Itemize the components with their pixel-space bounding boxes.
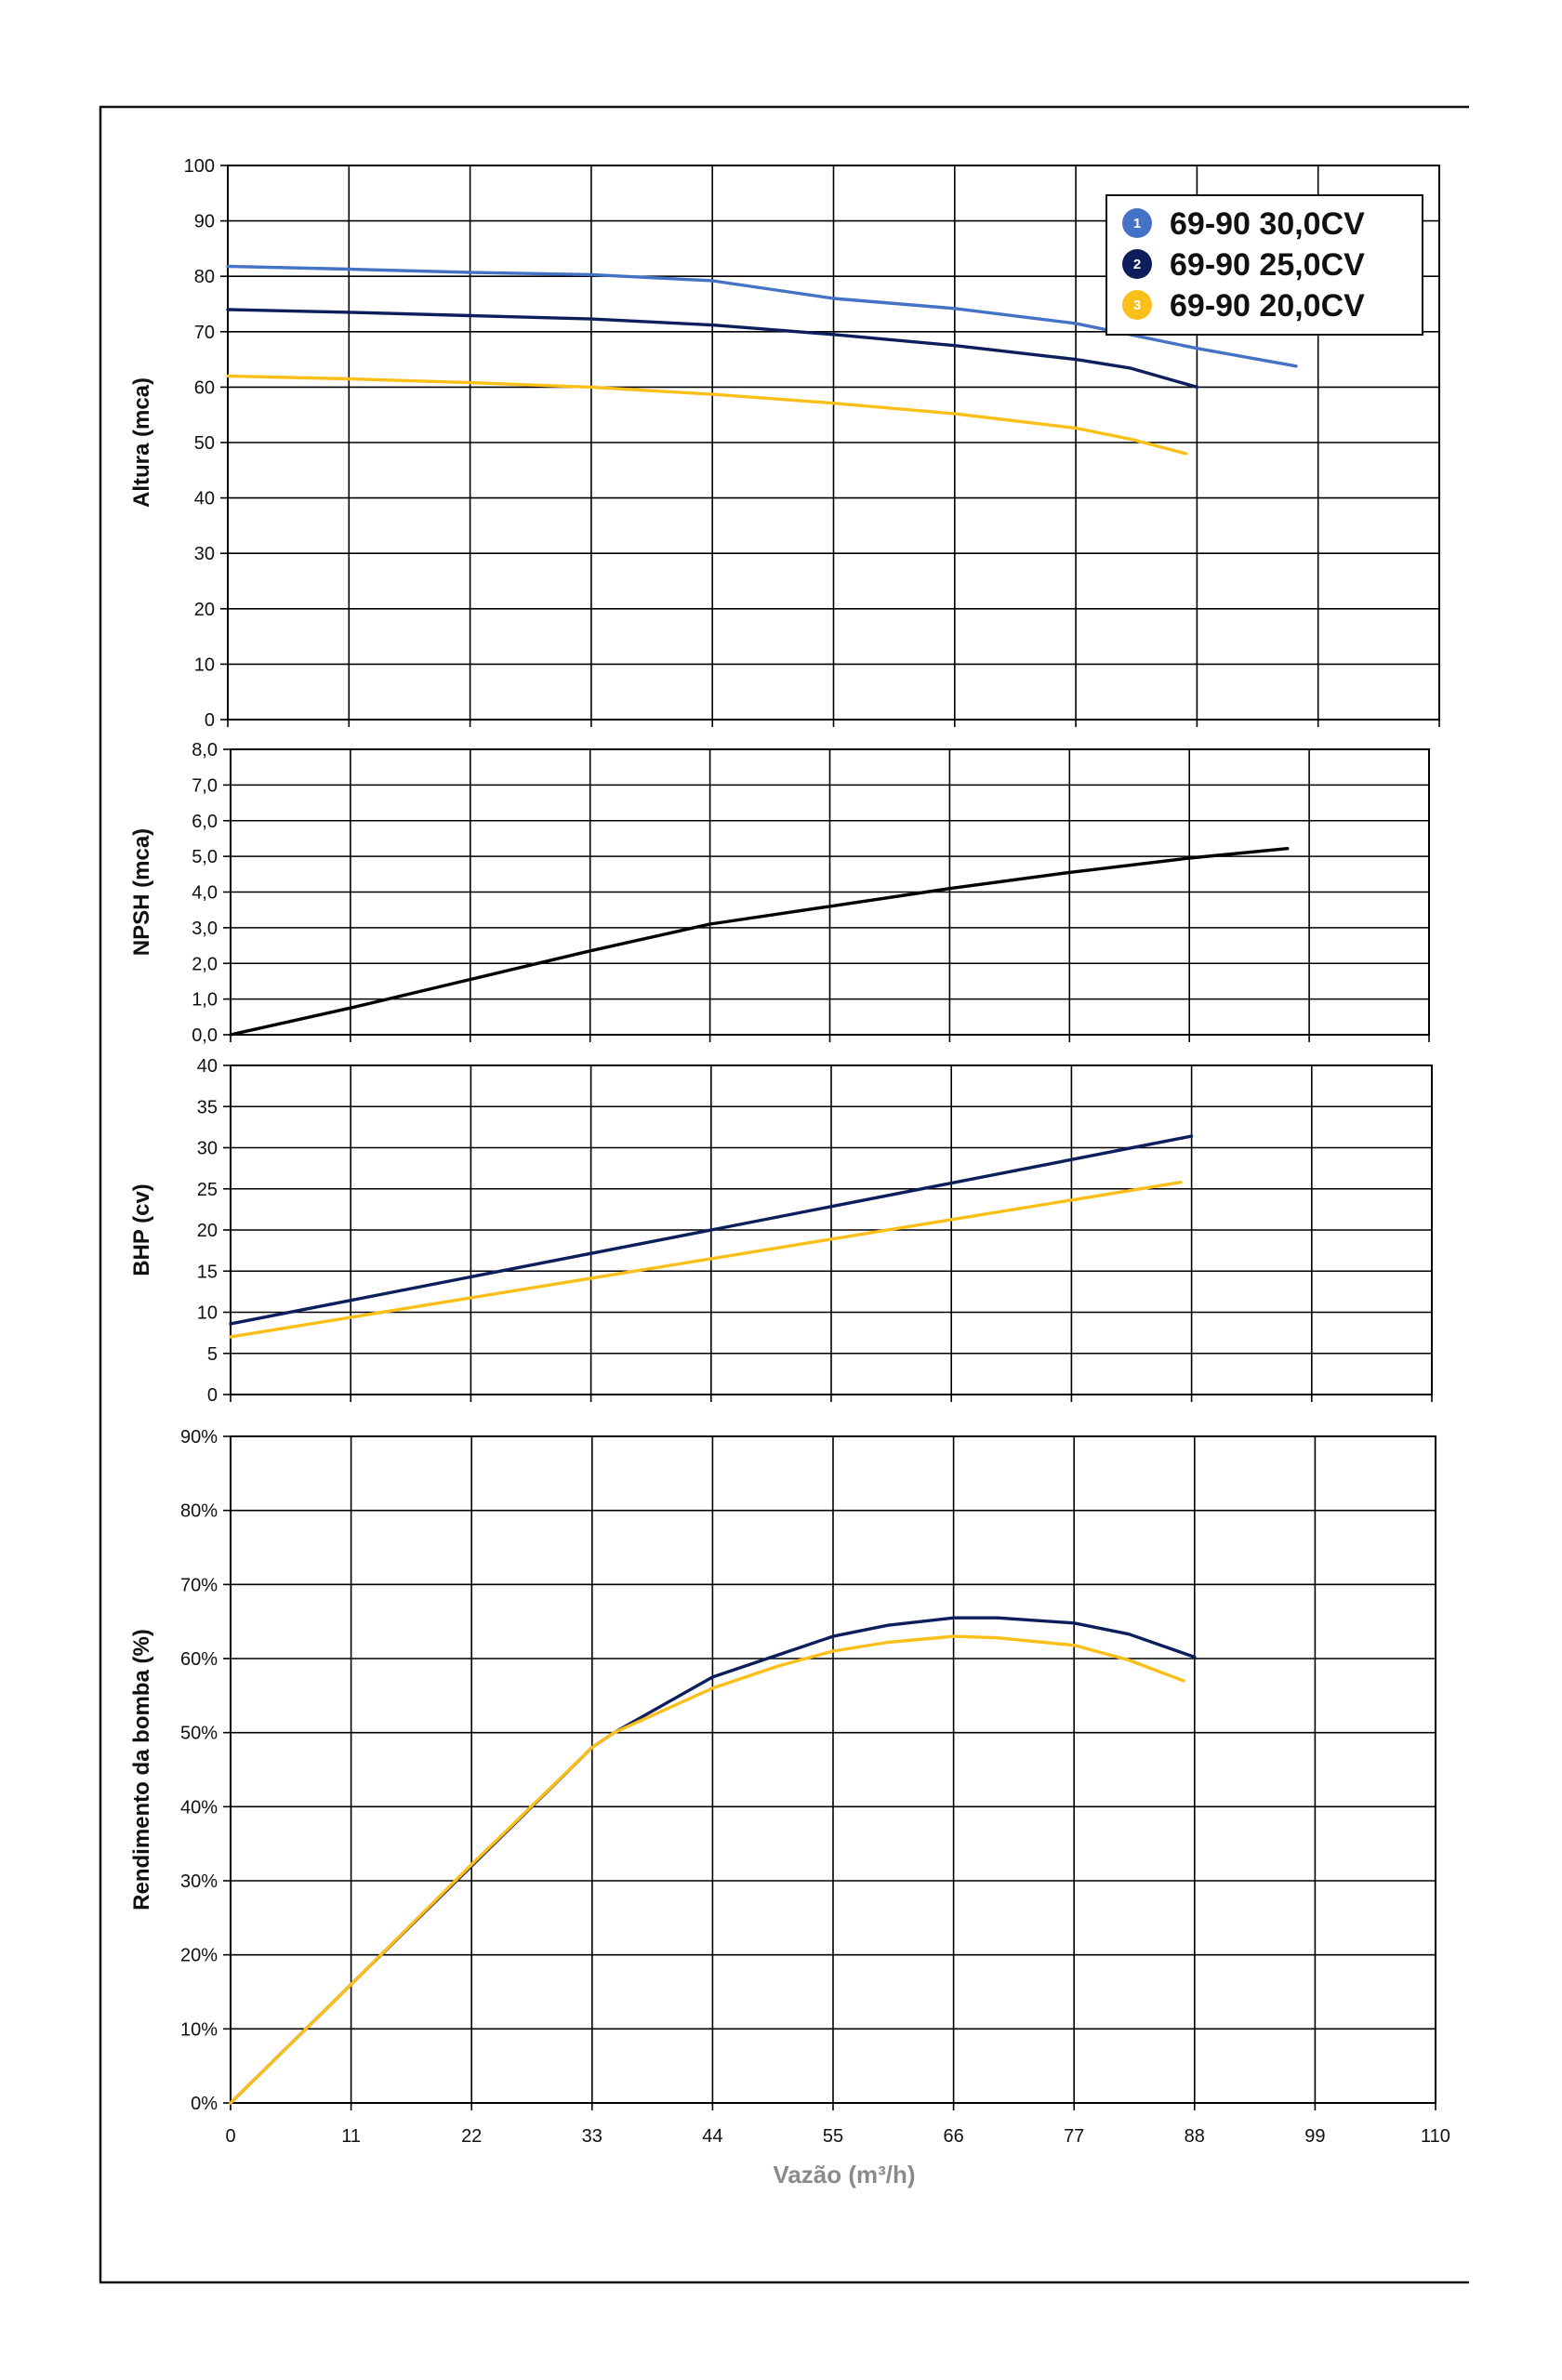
legend-marker-number-2: 2 — [1133, 257, 1141, 272]
y-tick-label: 10 — [194, 654, 215, 675]
legend-item-1: 1 69-90 30,0CV — [1122, 206, 1365, 242]
y-tick-label: 30 — [194, 544, 215, 564]
x-tick-label: 33 — [582, 2126, 602, 2147]
x-tick-label: 22 — [461, 2126, 482, 2147]
y-tick-label: 3,0 — [192, 919, 218, 939]
y-axis-title: Rendimento da bomba (%) — [129, 1629, 154, 1911]
y-axis-title: NPSH (mca) — [129, 828, 154, 956]
chart-panel-4: 0% 10% 20% 30% 40% 50% 60% 70% 80% 90% 0 11 22 33 44 55… — [129, 1427, 1450, 2147]
legend-item-3: 3 69-90 20,0CV — [1122, 288, 1365, 324]
y-tick-label: 90 — [194, 212, 215, 232]
y-tick-label: 10% — [180, 2019, 218, 2040]
y-tick-label: 70% — [180, 1575, 218, 1595]
x-tick-label: 77 — [1064, 2126, 1084, 2147]
legend-label-2: 69-90 25,0CV — [1170, 247, 1365, 283]
y-tick-label: 25 — [197, 1180, 218, 1200]
y-tick-label: 70 — [194, 323, 215, 343]
x-tick-label: 66 — [943, 2126, 963, 2147]
legend-box — [1105, 194, 1423, 336]
y-tick-label: 30 — [197, 1139, 218, 1159]
x-tick-label: 44 — [702, 2126, 722, 2147]
y-tick-label: 0 — [207, 1385, 218, 1406]
y-tick-label: 20 — [197, 1221, 218, 1241]
legend-marker-1 — [1122, 208, 1152, 238]
series-line-2 — [229, 1634, 1185, 2105]
y-tick-label: 40 — [194, 489, 215, 509]
x-axis-title: Vazão (m³/h) — [773, 2161, 915, 2188]
plot-area-border — [230, 748, 1430, 1036]
y-tick-label: 100 — [184, 156, 215, 177]
y-tick-label: 80% — [180, 1501, 218, 1522]
y-tick-label: 30% — [180, 1871, 218, 1892]
y-tick-label: 80 — [194, 267, 215, 287]
legend-marker-number-1: 1 — [1133, 216, 1141, 231]
y-tick-label: 20 — [194, 600, 215, 620]
plot-area-border — [227, 165, 1440, 721]
chart-panel-3: 0 5 10 15 20 25 30 35 40 BHP (cv) — [129, 1056, 1433, 1406]
series-line-2 — [226, 308, 1199, 390]
y-tick-label: 40% — [180, 1797, 218, 1818]
y-tick-label: 60% — [180, 1649, 218, 1670]
y-tick-label: 1,0 — [192, 990, 218, 1011]
y-tick-label: 8,0 — [192, 740, 218, 760]
y-tick-label: 15 — [197, 1262, 218, 1282]
legend-marker-3 — [1122, 290, 1152, 320]
x-tick-label: 88 — [1185, 2126, 1205, 2147]
y-tick-label: 90% — [180, 1427, 218, 1448]
y-tick-label: 20% — [180, 1946, 218, 1966]
y-axis-title: Altura (mca) — [129, 377, 154, 508]
y-tick-label: 5 — [207, 1344, 218, 1365]
x-tick-label: 11 — [341, 2126, 361, 2147]
x-tick-label: 99 — [1304, 2126, 1325, 2147]
y-tick-label: 40 — [197, 1056, 218, 1077]
legend-marker-number-3: 3 — [1133, 298, 1141, 313]
y-tick-label: 6,0 — [192, 812, 218, 832]
y-tick-label: 2,0 — [192, 954, 218, 974]
y-tick-label: 7,0 — [192, 775, 218, 796]
y-tick-label: 50% — [180, 1724, 218, 1744]
series-line-1 — [226, 264, 1298, 368]
legend: 1 69-90 30,0CV 2 69-90 25,0CV 3 69-90 20… — [1105, 194, 1423, 336]
y-tick-label: 0,0 — [192, 1025, 218, 1046]
x-tick-label: 110 — [1421, 2126, 1450, 2147]
y-tick-label: 0 — [205, 710, 215, 731]
chart-panel-2: 0,0 1,0 2,0 3,0 4,0 5,0 6,0 7,0 8,0 NPSH (mca) — [129, 740, 1430, 1046]
legend-item-2: 2 69-90 25,0CV — [1122, 247, 1365, 283]
series-line-3 — [226, 374, 1188, 456]
legend-label-3: 69-90 20,0CV — [1170, 288, 1365, 324]
legend-marker-2 — [1122, 249, 1152, 279]
y-tick-label: 4,0 — [192, 883, 218, 904]
legend-label-1: 69-90 30,0CV — [1170, 206, 1365, 242]
y-tick-label: 50 — [194, 433, 215, 454]
series-line-2 — [229, 1180, 1183, 1339]
y-tick-label: 35 — [197, 1097, 218, 1117]
y-tick-label: 5,0 — [192, 847, 218, 867]
y-tick-label: 0% — [191, 2094, 218, 2114]
y-axis-title: BHP (cv) — [129, 1183, 154, 1276]
series-line-1 — [229, 1134, 1194, 1326]
x-tick-label: 0 — [225, 2126, 235, 2147]
y-tick-label: 60 — [194, 377, 215, 398]
x-tick-label: 55 — [823, 2126, 843, 2147]
plot-area-border — [230, 1064, 1433, 1395]
series-line-1 — [229, 847, 1290, 1037]
plot-area-border — [230, 1435, 1436, 2104]
y-tick-label: 10 — [197, 1303, 218, 1324]
